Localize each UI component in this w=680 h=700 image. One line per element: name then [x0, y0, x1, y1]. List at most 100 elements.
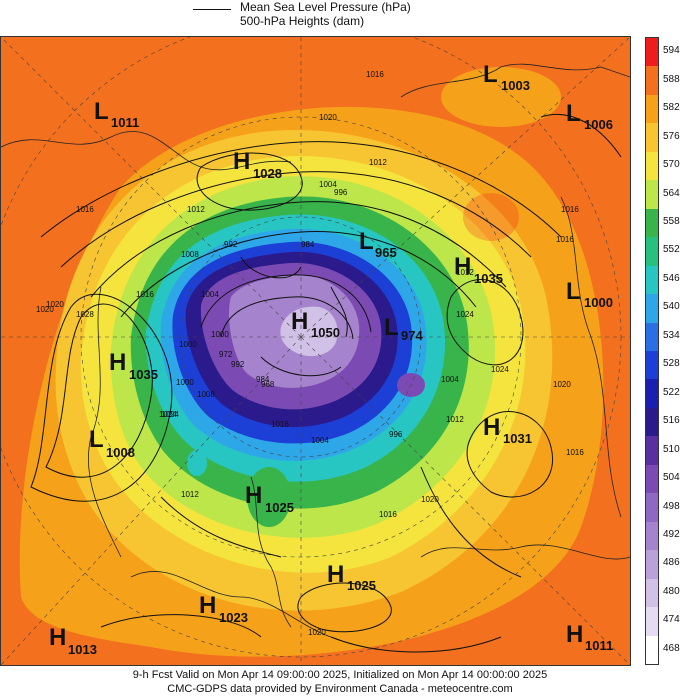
high-1023: H 1023 — [199, 592, 248, 625]
legend-mslp-label: Mean Sea Level Pressure (hPa) — [240, 0, 411, 14]
isobar-label: 972 — [219, 350, 233, 359]
svg-text:H: H — [454, 253, 471, 280]
svg-text:1011: 1011 — [111, 115, 139, 130]
colorbar-label: 498 — [663, 500, 680, 512]
svg-text:1023: 1023 — [219, 610, 248, 625]
isobar-labels: 1016 1020 1012 1004 996 1016 1028 1024 1… — [36, 70, 584, 637]
svg-text:L: L — [89, 426, 104, 453]
isobar-label: 1000 — [179, 340, 197, 349]
isobar-label: 1020 — [36, 305, 54, 314]
svg-text:H: H — [566, 621, 583, 648]
colorbar-label: 504 — [663, 472, 680, 484]
colorbar-segment — [646, 208, 658, 238]
colorbar-segment — [646, 379, 658, 409]
svg-text:1050: 1050 — [311, 325, 340, 340]
colorbar-label: 492 — [663, 528, 680, 540]
high-1011: H 1011 — [566, 621, 613, 653]
isobar-label: 1020 — [319, 113, 337, 122]
svg-text:1035: 1035 — [129, 367, 158, 382]
svg-text:1000: 1000 — [584, 295, 613, 310]
isobar-label: 1000 — [211, 330, 229, 339]
colorbar-segment — [646, 351, 658, 380]
legend-heights-label: 500-hPa Heights (dam) — [240, 14, 365, 28]
svg-text:1028: 1028 — [253, 166, 282, 181]
isobar-label: 996 — [389, 430, 403, 439]
isobar-label: 1004 — [311, 436, 329, 445]
svg-text:H: H — [109, 349, 126, 376]
svg-text:L: L — [566, 278, 581, 305]
map-svg: 1016 1020 1012 1004 996 1016 1028 1024 1… — [1, 37, 630, 665]
high-1028: H 1028 — [233, 148, 282, 181]
isobar-label: 1016 — [136, 290, 154, 299]
svg-text:1035: 1035 — [474, 271, 503, 286]
svg-text:1011: 1011 — [585, 638, 613, 653]
height-colorbar — [645, 37, 659, 665]
isobar-label: 992 — [224, 240, 238, 249]
colorbar-segment — [646, 38, 658, 67]
isobar-label: 1008 — [197, 390, 215, 399]
isobar-label: 1000 — [176, 378, 194, 387]
svg-text:H: H — [245, 482, 262, 509]
colorbar-label: 576 — [663, 130, 680, 142]
isobar-label: 1016 — [271, 420, 289, 429]
isobar-label: 1016 — [366, 70, 384, 79]
colorbar-segment — [646, 436, 658, 466]
colorbar-label: 522 — [663, 386, 680, 398]
colorbar-label: 534 — [663, 329, 680, 341]
colorbar-label: 528 — [663, 358, 680, 370]
footer: 9-h Fcst Valid on Mon Apr 14 09:00:00 20… — [0, 668, 680, 696]
colorbar-segment — [646, 521, 658, 551]
isobar-label: 1012 — [446, 415, 464, 424]
svg-text:L: L — [384, 314, 399, 341]
svg-text:L: L — [566, 100, 581, 127]
colorbar-label: 594 — [663, 45, 680, 57]
isobar-label: 968 — [261, 380, 275, 389]
graticule — [1, 37, 630, 665]
high-1031: H 1031 — [483, 414, 532, 446]
low-1003: L 1003 — [483, 61, 530, 93]
isobar-label: 1020 — [46, 300, 64, 309]
colorbar-label: 546 — [663, 272, 680, 284]
svg-text:H: H — [483, 414, 500, 441]
isobar-label: 1012 — [181, 490, 199, 499]
colorbar-segment — [646, 180, 658, 210]
colorbar-segment — [646, 578, 658, 608]
svg-text:H: H — [233, 148, 250, 175]
svg-text:965: 965 — [375, 245, 397, 260]
colorbar-label: 570 — [663, 159, 680, 171]
isobar-label: 1004 — [201, 290, 219, 299]
low-974: L 974 — [384, 314, 423, 343]
colorbar-label: 582 — [663, 102, 680, 114]
colorbar-segment — [646, 66, 658, 96]
svg-text:H: H — [199, 592, 216, 619]
colorbar-segment — [646, 493, 658, 523]
low-1000: L 1000 — [566, 278, 613, 310]
high-1035-east: H 1035 — [454, 253, 503, 286]
colorbar-segment — [646, 464, 658, 494]
isobar-label: 1024 — [159, 410, 177, 419]
colorbar-segment — [646, 265, 658, 295]
isobar-label: 1004 — [319, 180, 337, 189]
isobars — [30, 113, 622, 653]
isobar-label: 1012 — [456, 268, 474, 277]
low-1008: L 1008 — [89, 426, 135, 460]
data-credit: CMC-GDPS data provided by Environment Ca… — [167, 683, 513, 695]
svg-text:1003: 1003 — [501, 78, 530, 93]
coastlines — [1, 63, 630, 638]
colorbar-label: 540 — [663, 301, 680, 313]
colorbar-label: 480 — [663, 585, 680, 597]
low-1006: L 1006 — [566, 100, 613, 132]
colorbar-segment — [646, 151, 658, 181]
colorbar-label: 510 — [663, 443, 680, 455]
isobar-label: 1016 — [561, 205, 579, 214]
high-1050: H 1050 — [291, 308, 340, 340]
low-965: L 965 — [359, 228, 397, 260]
colorbar-segment — [646, 123, 658, 153]
colorbar-segment — [646, 322, 658, 352]
colorbar-label: 564 — [663, 187, 680, 199]
isobar-label: 1008 — [181, 250, 199, 259]
isobar-label: 1020 — [421, 495, 439, 504]
forecast-validity: 9-h Fcst Valid on Mon Apr 14 09:00:00 20… — [132, 669, 548, 681]
svg-text:H: H — [327, 561, 344, 588]
isobar-label: 1020 — [308, 628, 326, 637]
